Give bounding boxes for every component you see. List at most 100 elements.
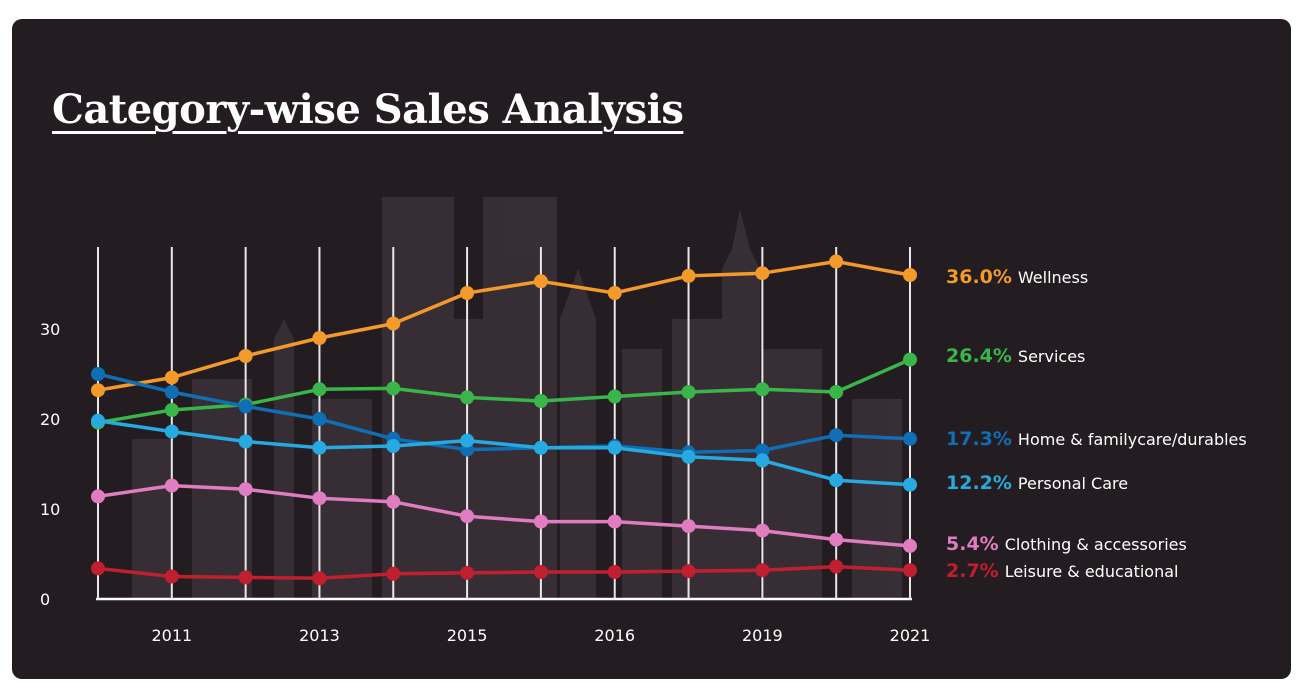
data-point bbox=[386, 439, 401, 453]
series-line bbox=[96, 483, 912, 548]
data-point bbox=[903, 477, 917, 492]
legend-percent: 5.4% bbox=[946, 533, 999, 555]
data-point bbox=[460, 509, 475, 524]
data-point bbox=[238, 570, 253, 585]
data-point bbox=[164, 403, 179, 417]
data-point bbox=[460, 565, 475, 580]
legend-percent: 26.4% bbox=[946, 345, 1012, 367]
data-point bbox=[755, 563, 770, 578]
series-line bbox=[96, 564, 912, 581]
y-tick-label: 30 bbox=[40, 320, 60, 339]
data-point bbox=[829, 532, 844, 547]
x-tick-label: 2011 bbox=[151, 626, 192, 645]
legend-label: Home & familycare/durables bbox=[1018, 430, 1247, 449]
y-tick-label: 20 bbox=[40, 410, 60, 429]
legend: 36.0% Wellness 26.4% Services 17.3% Home & fa… bbox=[946, 266, 1247, 582]
series-line bbox=[96, 419, 912, 487]
data-point bbox=[164, 569, 179, 584]
data-point bbox=[312, 440, 327, 455]
data-point bbox=[460, 286, 475, 300]
data-point bbox=[903, 352, 917, 367]
data-point bbox=[607, 514, 622, 529]
legend-entry: 17.3% Home & familycare/durables bbox=[946, 428, 1247, 450]
data-point bbox=[312, 571, 327, 586]
y-tick-label: 10 bbox=[40, 500, 60, 519]
data-point bbox=[681, 519, 696, 534]
data-point bbox=[755, 443, 770, 458]
data-point bbox=[386, 381, 401, 396]
x-tick-label: 2016 bbox=[594, 626, 635, 645]
data-point bbox=[386, 566, 401, 581]
data-point bbox=[164, 370, 179, 385]
data-point bbox=[164, 385, 179, 399]
data-point bbox=[386, 316, 401, 331]
legend-entry: 5.4% Clothing & accessories bbox=[946, 533, 1187, 555]
legend-label: Clothing & accessories bbox=[1005, 535, 1187, 554]
data-point bbox=[607, 286, 622, 300]
data-point bbox=[829, 473, 844, 488]
x-tick-label: 2015 bbox=[447, 626, 488, 645]
chart-title: Category-wise Sales Analysis bbox=[52, 86, 684, 133]
legend-entry: 36.0% Wellness bbox=[946, 266, 1088, 288]
series-clothing-accessories bbox=[91, 478, 917, 553]
legend-percent: 17.3% bbox=[946, 428, 1012, 450]
y-axis-ticks: 0 10 20 30 bbox=[40, 320, 60, 609]
data-point bbox=[681, 268, 696, 283]
data-point bbox=[607, 440, 622, 455]
legend-percent: 36.0% bbox=[946, 266, 1012, 288]
line-chart: 0 10 20 30 2011 2013 2015 2016 2019 2021 36.0% We… bbox=[40, 197, 1247, 645]
data-point bbox=[533, 565, 548, 579]
series-leisure-educational bbox=[91, 559, 917, 586]
legend-percent: 12.2% bbox=[946, 472, 1012, 494]
data-point bbox=[91, 383, 105, 398]
vertical-grid bbox=[97, 247, 911, 599]
y-tick-label: 0 bbox=[40, 590, 50, 609]
data-point bbox=[755, 453, 770, 468]
data-point bbox=[533, 440, 548, 455]
legend-label: Services bbox=[1018, 347, 1085, 366]
legend-entry: 26.4% Services bbox=[946, 345, 1085, 367]
data-point bbox=[533, 394, 548, 408]
legend-label: Leisure & educational bbox=[1005, 562, 1179, 581]
legend-entry: 12.2% Personal Care bbox=[946, 472, 1128, 494]
data-point bbox=[829, 254, 844, 269]
legend-percent: 2.7% bbox=[946, 560, 999, 582]
series-line bbox=[96, 372, 912, 455]
data-point bbox=[238, 482, 253, 497]
data-point bbox=[533, 274, 548, 289]
data-point bbox=[607, 389, 622, 404]
data-point bbox=[386, 494, 401, 509]
series-personal-care bbox=[91, 413, 917, 492]
data-point bbox=[312, 412, 327, 426]
data-point bbox=[829, 559, 844, 574]
data-point bbox=[681, 449, 696, 464]
data-point bbox=[903, 431, 917, 446]
series-line bbox=[96, 259, 912, 392]
data-point bbox=[460, 433, 475, 448]
x-tick-label: 2019 bbox=[742, 626, 783, 645]
data-point bbox=[755, 523, 770, 538]
data-point bbox=[829, 428, 844, 443]
data-point bbox=[312, 382, 327, 397]
data-point bbox=[312, 491, 327, 506]
data-point bbox=[91, 561, 105, 576]
data-point bbox=[460, 390, 475, 405]
data-point bbox=[533, 514, 548, 529]
legend-entry: 2.7% Leisure & educational bbox=[946, 560, 1178, 582]
data-point bbox=[238, 349, 253, 363]
data-point bbox=[312, 331, 327, 345]
data-point bbox=[755, 266, 770, 281]
data-point bbox=[681, 385, 696, 399]
data-point bbox=[164, 478, 179, 493]
data-point bbox=[607, 565, 622, 579]
legend-label: Wellness bbox=[1018, 268, 1088, 287]
data-point bbox=[91, 413, 105, 428]
data-point bbox=[903, 563, 917, 578]
data-point bbox=[829, 385, 844, 399]
x-tick-label: 2021 bbox=[890, 626, 931, 645]
x-axis-ticks: 2011 2013 2015 2016 2019 2021 bbox=[151, 626, 930, 645]
x-tick-label: 2013 bbox=[299, 626, 340, 645]
data-point bbox=[903, 538, 917, 553]
data-point bbox=[164, 424, 179, 439]
data-point bbox=[755, 382, 770, 397]
